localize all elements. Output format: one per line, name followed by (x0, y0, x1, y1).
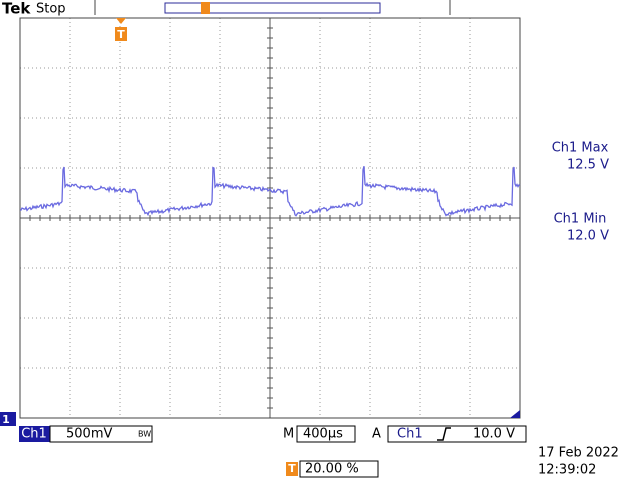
trigger-position: 20.00 % (305, 462, 359, 477)
bandwidth-limit: BW (138, 430, 151, 439)
trigger-level: 10.0 V (473, 427, 515, 442)
time-box (296, 425, 356, 443)
trigger-position-icon (286, 462, 298, 476)
channel-marker-box (0, 412, 16, 426)
date: 17 Feb 2022 (538, 446, 619, 461)
record-view (164, 2, 381, 14)
trigger-source: Ch1 (397, 427, 423, 442)
channel-box (49, 425, 153, 443)
trigger-position-box (299, 460, 379, 478)
trigger-marker-box (115, 27, 127, 41)
record-trigger-marker (201, 2, 210, 14)
trigger-marker: T (117, 28, 125, 41)
measurement-label: Ch1 Max (552, 141, 609, 156)
acquisition-status: Stop (36, 2, 66, 17)
waveform-trace (19, 166, 521, 217)
channel-marker: 1 (2, 413, 10, 426)
vertical-scale: 500mV (66, 427, 112, 442)
brand: Tek (2, 0, 31, 18)
trigger-box (387, 425, 527, 443)
graticule-border (19, 17, 521, 419)
measurement-label: Ch1 Min (554, 212, 607, 227)
trigger-level-marker (510, 410, 520, 418)
trigger-arrow (116, 18, 126, 24)
time: 12:39:02 (538, 463, 596, 478)
trigger-mode: A (372, 427, 381, 442)
trigger-position-icon-label: T (288, 462, 296, 475)
measurement-value: 12.0 V (567, 229, 609, 244)
time-scale: 400µs (303, 427, 343, 442)
measurement-value: 12.5 V (567, 158, 609, 173)
graticule (19, 17, 521, 419)
status-channel: Ch1 (21, 427, 47, 442)
slope-icon (437, 427, 451, 441)
channel-badge (19, 426, 50, 442)
time-label: M (283, 427, 294, 442)
